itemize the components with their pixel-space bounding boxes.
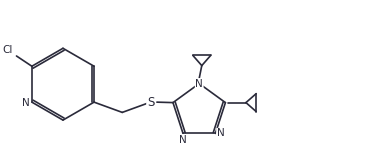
Text: Cl: Cl [2, 45, 13, 55]
Text: N: N [22, 98, 29, 108]
Text: S: S [147, 96, 154, 109]
Text: N: N [217, 128, 224, 138]
Text: N: N [179, 135, 187, 145]
Text: N: N [195, 78, 203, 89]
